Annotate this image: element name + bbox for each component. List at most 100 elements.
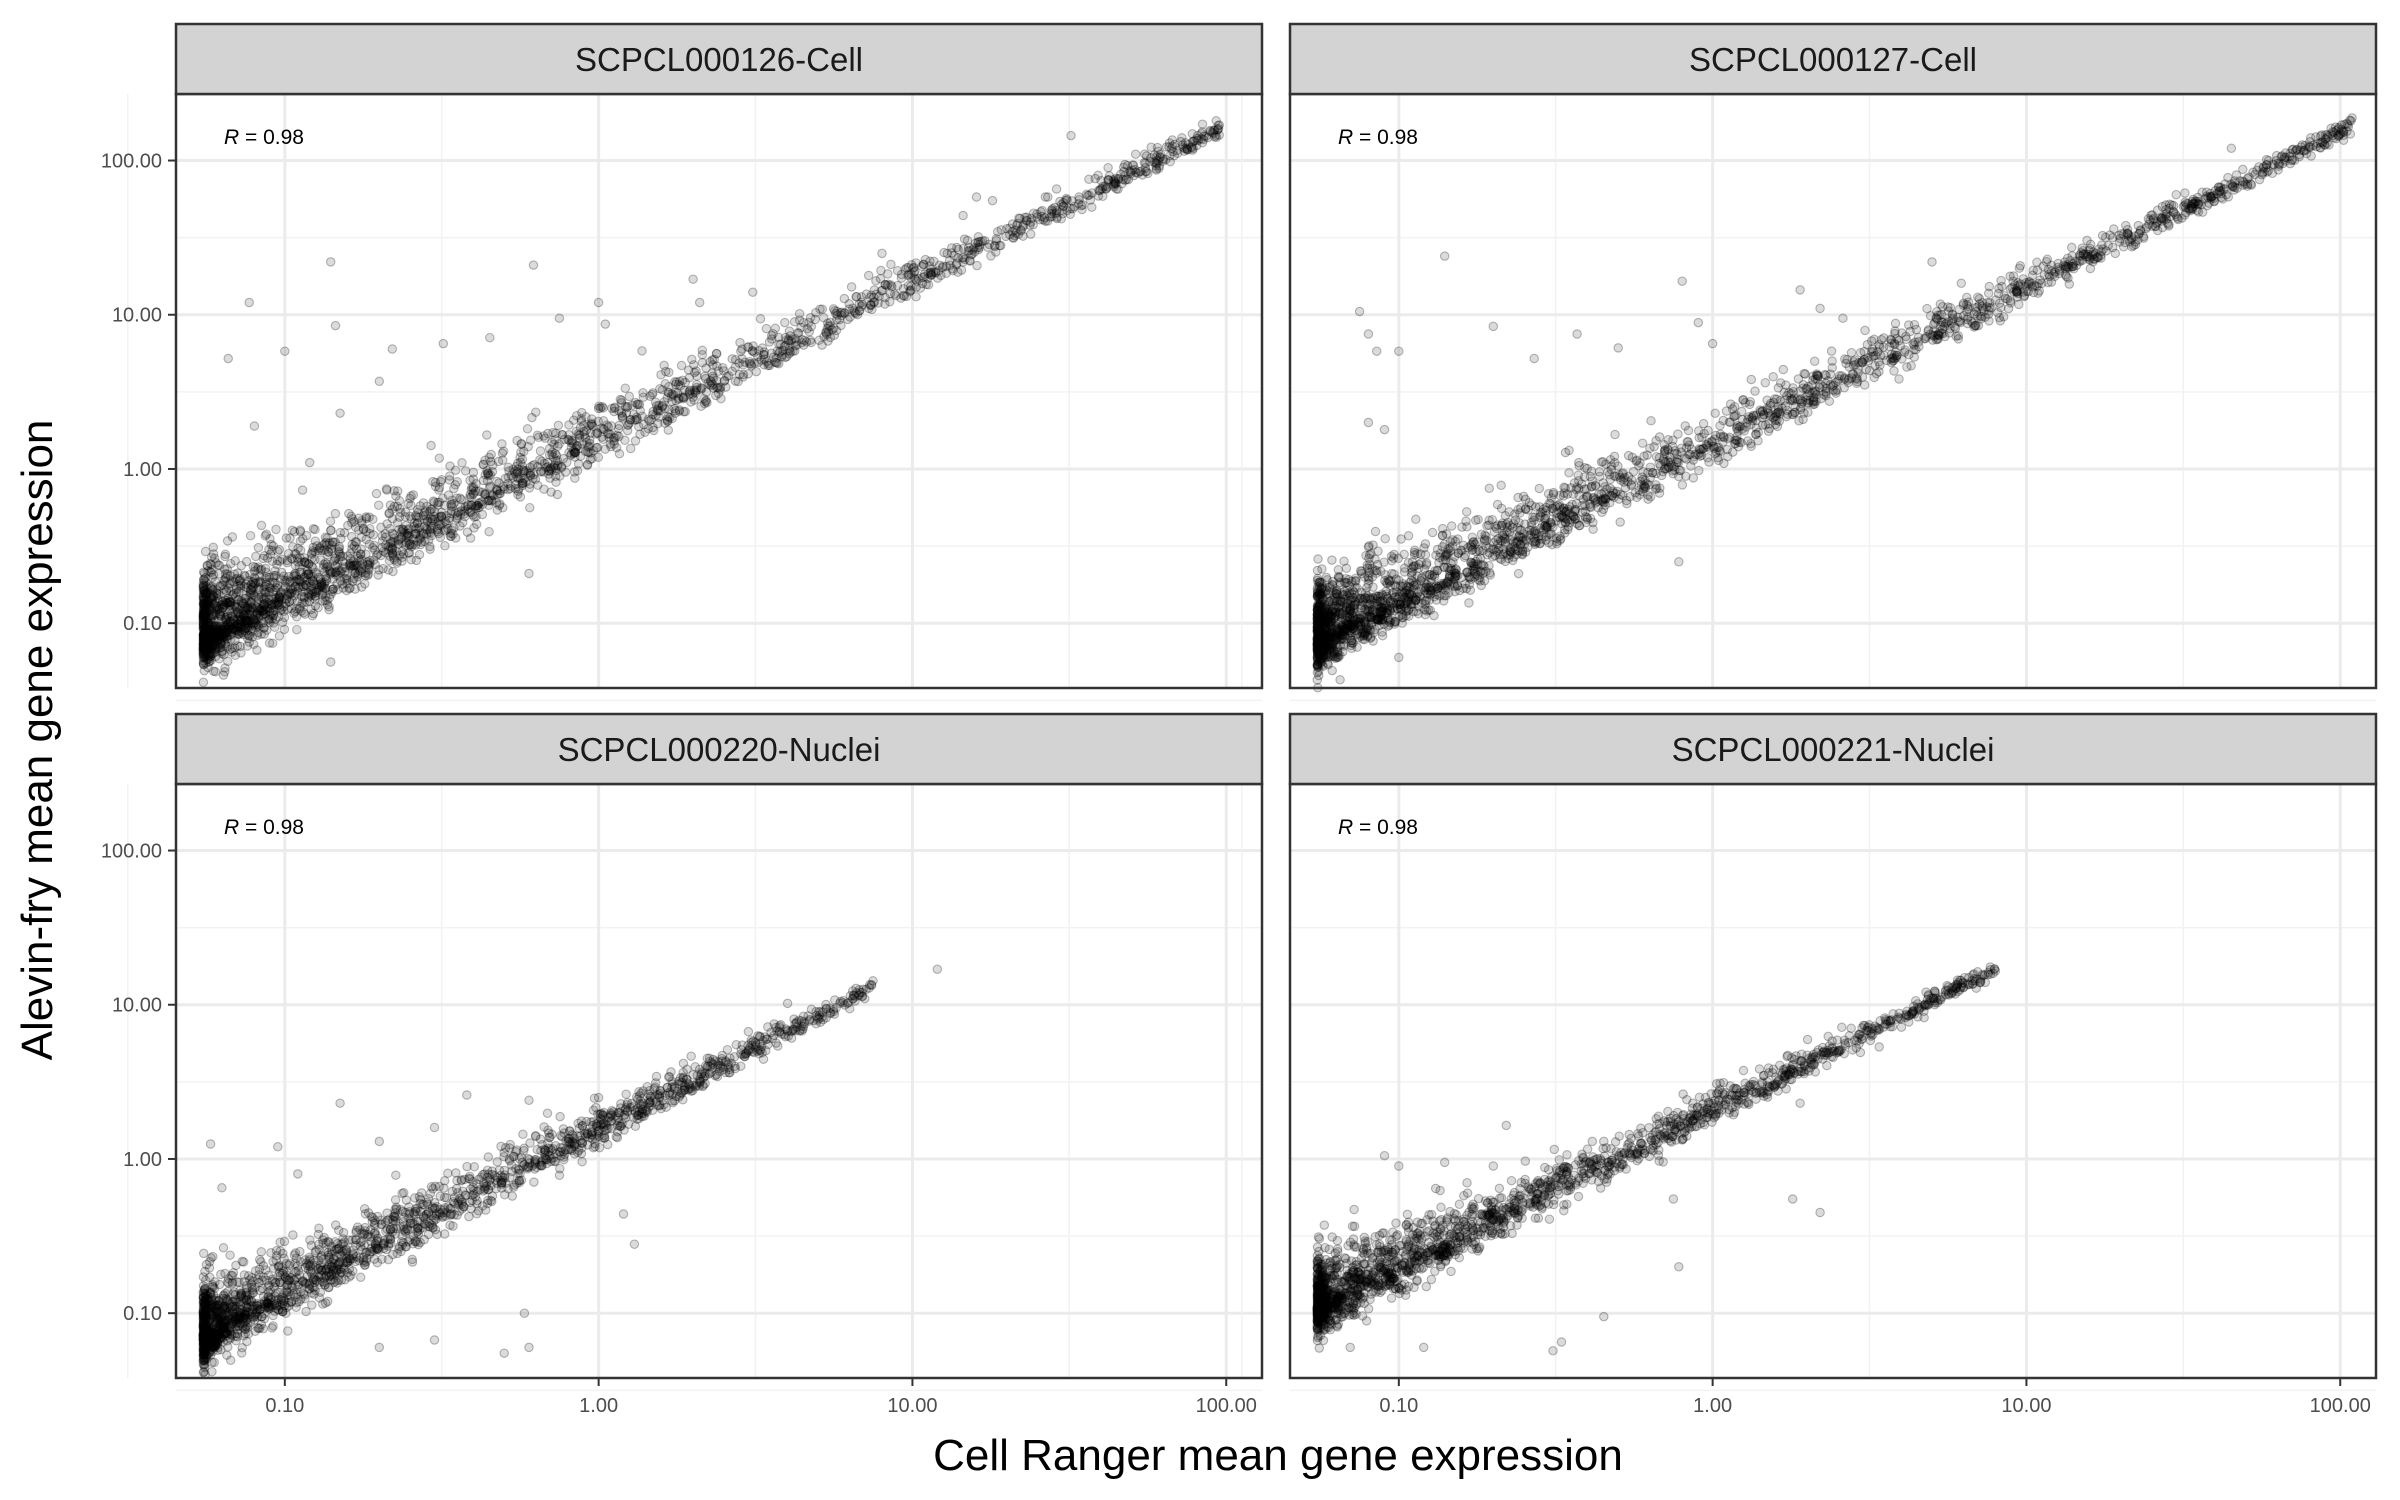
panel-1-point	[385, 500, 396, 510]
panel-1-point	[273, 600, 283, 610]
panel-2-point	[1994, 283, 2004, 294]
panel-1-point	[438, 338, 449, 349]
panel-1-point	[241, 556, 252, 567]
panel-1-point	[378, 546, 389, 556]
panel-1-point	[274, 631, 285, 641]
panel-1-point	[266, 539, 277, 550]
panel-2-point	[1677, 480, 1688, 490]
panel-1-point	[198, 635, 209, 646]
panel-2-point	[1484, 515, 1494, 526]
panel-1-point	[598, 416, 609, 426]
panel-1-point	[202, 617, 213, 627]
panel-2-point	[1430, 566, 1440, 576]
panel-1-point	[260, 563, 271, 574]
panel-1-point	[487, 490, 497, 500]
panel-1-point	[991, 233, 1002, 244]
panel-2-point	[1672, 449, 1682, 459]
panel-1-point	[353, 562, 364, 573]
panel-2-point	[1528, 512, 1538, 523]
panel-2-point	[1637, 438, 1648, 448]
panel-1-point	[485, 332, 495, 343]
panel-1-point	[500, 473, 511, 484]
panel-2-point	[1346, 643, 1357, 654]
panel-1-point	[1046, 205, 1057, 215]
panel-2-point	[1387, 556, 1397, 566]
panel-1-point	[947, 264, 958, 274]
panel-1-point	[645, 391, 655, 401]
panel-1-point	[245, 530, 256, 541]
panel-1-point	[659, 360, 669, 371]
panel-1-point	[694, 297, 705, 308]
panel-1-point	[207, 581, 218, 592]
panel-1-point	[252, 645, 262, 655]
panel-1-point	[670, 379, 681, 390]
panel-1-point	[622, 425, 633, 436]
panel-1-point	[1042, 216, 1053, 226]
panel-1-point	[287, 525, 298, 535]
panel-2-point	[1643, 494, 1653, 504]
panel-1-point	[1182, 144, 1192, 154]
panel-2-point	[1947, 315, 1957, 325]
panel-1-point	[1098, 181, 1108, 192]
panel-1-point	[477, 499, 488, 510]
panel-1-point	[268, 577, 278, 588]
panel-1-point	[201, 589, 212, 599]
panel-1-point	[716, 393, 726, 404]
panel-2-point	[1935, 299, 1946, 309]
panel-1-point	[470, 486, 481, 496]
panel-2-point	[1566, 483, 1576, 493]
panel-1-point	[527, 412, 537, 423]
panel-1-point	[247, 603, 258, 613]
panel-2-point	[2238, 164, 2248, 175]
panel-1-point	[371, 488, 382, 499]
panel-1-point	[535, 446, 546, 456]
panel-1-point	[387, 344, 398, 354]
panel-1-point	[330, 508, 341, 519]
panel-1-point	[587, 418, 597, 428]
panel-2-point	[1827, 363, 1838, 373]
panel-1-point	[560, 467, 571, 477]
panel-1-point	[669, 404, 680, 414]
panel-1-point	[1096, 175, 1106, 186]
panel-2-point	[2261, 154, 2272, 165]
panel-1-point	[660, 418, 670, 428]
panel-1-point	[241, 609, 251, 620]
panel-1-point	[524, 568, 534, 579]
panel-1-point	[280, 575, 290, 586]
panel-1-point	[751, 366, 762, 377]
panel-1-point	[1182, 143, 1192, 153]
panel-1-point	[233, 619, 243, 629]
panel-1-point	[410, 529, 421, 539]
panel-2-point	[2115, 233, 2126, 244]
panel-2-point	[2152, 225, 2163, 236]
panel-1-point	[874, 291, 884, 302]
panel-1-point	[395, 503, 405, 514]
panel-1-point	[198, 617, 209, 628]
panel-1-point	[468, 483, 478, 494]
panel-1-point	[262, 597, 273, 608]
panel-1-point	[271, 593, 282, 603]
panel-1-point	[625, 443, 636, 454]
panel-1-point	[387, 504, 398, 515]
panel-1-point	[406, 554, 416, 565]
panel-2-point	[1643, 467, 1653, 478]
panel-1-point	[308, 524, 319, 534]
panel-1-point	[580, 446, 591, 457]
panel-1-point	[223, 353, 233, 364]
panel-1-point	[468, 474, 479, 484]
panel-2-point	[1757, 420, 1768, 430]
panel-1-point	[415, 539, 426, 550]
panel-1-point	[450, 465, 461, 475]
panel-1-point	[220, 549, 231, 560]
panel-2-point	[1778, 364, 1789, 375]
panel-1-point	[452, 493, 462, 503]
panel-1-point	[1073, 199, 1084, 209]
panel-2-point	[2317, 130, 2327, 140]
panel-1-point	[325, 257, 336, 267]
panel-1-point	[825, 317, 836, 328]
panel-1-point	[913, 274, 924, 284]
panel-2-point	[1860, 325, 1870, 336]
panel-1-point	[570, 473, 580, 483]
panel-1-point	[330, 320, 341, 331]
panel-1-point	[426, 440, 436, 451]
